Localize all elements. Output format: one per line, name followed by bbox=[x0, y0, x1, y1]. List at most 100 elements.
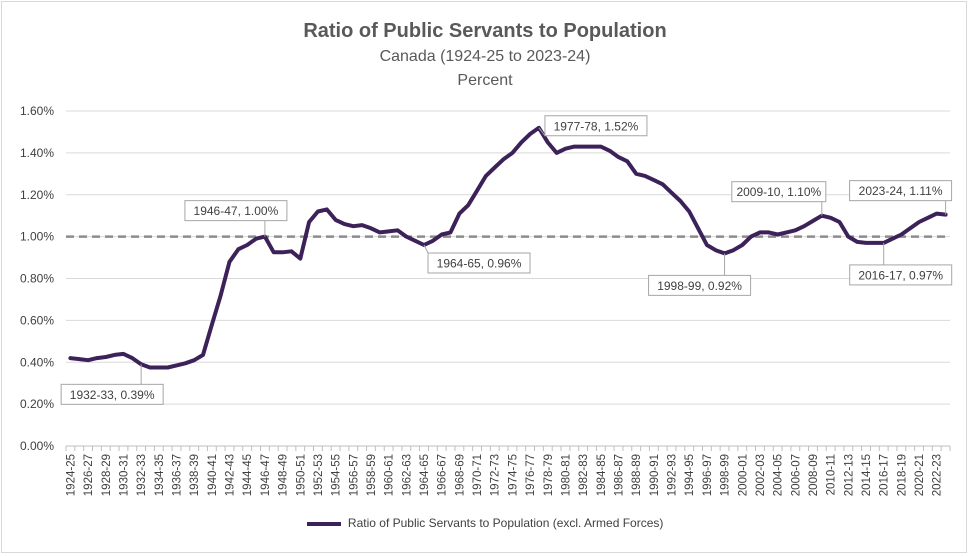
data-point bbox=[926, 216, 930, 220]
data-point bbox=[316, 210, 320, 213]
data-point bbox=[528, 132, 532, 136]
x-tick-label: 1940-41 bbox=[207, 454, 219, 496]
x-tick-label: 1930-31 bbox=[118, 454, 130, 496]
data-point bbox=[493, 166, 497, 170]
data-point bbox=[325, 207, 329, 211]
data-point bbox=[705, 243, 709, 247]
chart-subtitle: Canada (1924-25 to 2023-24) bbox=[379, 48, 591, 65]
annotation-label: 1946-47, 1.00% bbox=[194, 204, 279, 218]
x-tick-label: 1976-77 bbox=[525, 454, 537, 496]
data-point bbox=[899, 233, 903, 237]
annotation-box bbox=[184, 200, 288, 222]
data-point bbox=[935, 212, 939, 216]
data-point bbox=[793, 228, 797, 232]
x-tick-label: 1970-71 bbox=[472, 454, 484, 496]
annotation-label: 2009-10, 1.10% bbox=[736, 185, 821, 199]
data-point bbox=[360, 223, 364, 227]
annotation-box bbox=[849, 264, 953, 286]
y-tick-label: 1.00% bbox=[20, 230, 54, 244]
x-tick-label: 1948-49 bbox=[278, 454, 290, 496]
chart-title: Ratio of Public Servants to Population bbox=[303, 20, 667, 42]
legend-swatch bbox=[306, 521, 341, 526]
data-point bbox=[572, 145, 576, 149]
data-point bbox=[210, 323, 214, 327]
data-point bbox=[457, 212, 461, 216]
data-point bbox=[908, 226, 912, 230]
x-tick-label: 2006-07 bbox=[790, 454, 802, 496]
x-tick-label: 1982-83 bbox=[578, 454, 590, 496]
x-tick-label: 1998-99 bbox=[720, 454, 732, 496]
data-point bbox=[272, 250, 276, 254]
x-tick-label: 1972-73 bbox=[490, 454, 502, 496]
annotation-label: 2023-24, 1.11% bbox=[859, 184, 943, 198]
data-point bbox=[192, 358, 196, 362]
data-point bbox=[342, 222, 346, 226]
x-tick-label: 2014-15 bbox=[861, 454, 873, 496]
data-point bbox=[767, 230, 771, 234]
annotation-box bbox=[849, 180, 953, 202]
x-tick-label: 1956-57 bbox=[348, 454, 360, 496]
annotation-label: 1932-33, 0.39% bbox=[70, 388, 155, 402]
data-point bbox=[891, 237, 895, 241]
y-tick-label: 1.60% bbox=[20, 104, 54, 118]
data-point bbox=[413, 239, 417, 243]
data-point bbox=[634, 172, 638, 176]
data-point bbox=[431, 239, 435, 243]
data-point bbox=[696, 226, 700, 230]
x-tick-label: 1964-65 bbox=[419, 454, 431, 496]
x-tick-label: 1938-39 bbox=[189, 454, 201, 496]
data-point bbox=[678, 199, 682, 203]
x-tick-label: 1936-37 bbox=[172, 454, 184, 496]
data-point bbox=[86, 358, 90, 362]
data-point bbox=[281, 250, 285, 254]
data-point bbox=[784, 230, 788, 234]
annotation-label: 1964-65, 0.96% bbox=[437, 257, 522, 271]
data-point bbox=[440, 233, 444, 237]
data-point bbox=[555, 151, 559, 155]
x-tick-label: 1954-55 bbox=[331, 454, 343, 496]
data-point bbox=[130, 356, 134, 360]
x-tick-label: 1926-27 bbox=[83, 454, 95, 496]
data-point bbox=[68, 356, 72, 360]
data-point bbox=[404, 235, 408, 239]
x-tick-label: 1988-89 bbox=[631, 454, 643, 496]
data-point bbox=[157, 365, 161, 369]
annotation-box bbox=[427, 252, 531, 274]
data-point bbox=[617, 155, 620, 159]
annotation-label: 2016-17, 0.97% bbox=[858, 268, 943, 282]
data-point bbox=[802, 224, 806, 228]
data-point bbox=[475, 189, 479, 193]
data-point bbox=[387, 229, 391, 233]
data-point bbox=[864, 241, 868, 245]
data-point bbox=[369, 226, 373, 230]
data-point bbox=[599, 145, 603, 149]
x-tick-label: 1950-51 bbox=[295, 454, 307, 496]
data-point bbox=[113, 353, 117, 357]
x-tick-label: 1986-87 bbox=[614, 454, 626, 496]
annotation-label: 1998-99, 0.92% bbox=[657, 279, 742, 293]
data-point bbox=[670, 191, 674, 195]
data-point bbox=[581, 145, 585, 149]
y-tick-label: 1.40% bbox=[20, 146, 54, 160]
x-tick-label: 2016-17 bbox=[879, 454, 891, 496]
data-point bbox=[236, 247, 240, 251]
data-point bbox=[245, 243, 249, 247]
annotation-leader bbox=[423, 244, 429, 254]
x-tick-label: 1994-95 bbox=[684, 454, 696, 496]
data-point bbox=[687, 210, 691, 213]
annotation-box bbox=[544, 115, 648, 137]
data-point bbox=[714, 248, 718, 252]
x-tick-label: 2002-03 bbox=[755, 454, 767, 496]
x-tick-label: 1946-47 bbox=[260, 454, 272, 496]
x-tick-label: 2020-21 bbox=[914, 454, 926, 496]
data-point bbox=[289, 249, 293, 253]
legend: Ratio of Public Servants to Population (… bbox=[0, 516, 970, 530]
x-tick-label: 2022-23 bbox=[932, 454, 944, 496]
data-point bbox=[846, 235, 850, 239]
data-point bbox=[776, 233, 780, 237]
data-point bbox=[77, 357, 81, 361]
data-point bbox=[166, 365, 170, 369]
data-point bbox=[855, 240, 859, 244]
data-point bbox=[219, 293, 223, 297]
